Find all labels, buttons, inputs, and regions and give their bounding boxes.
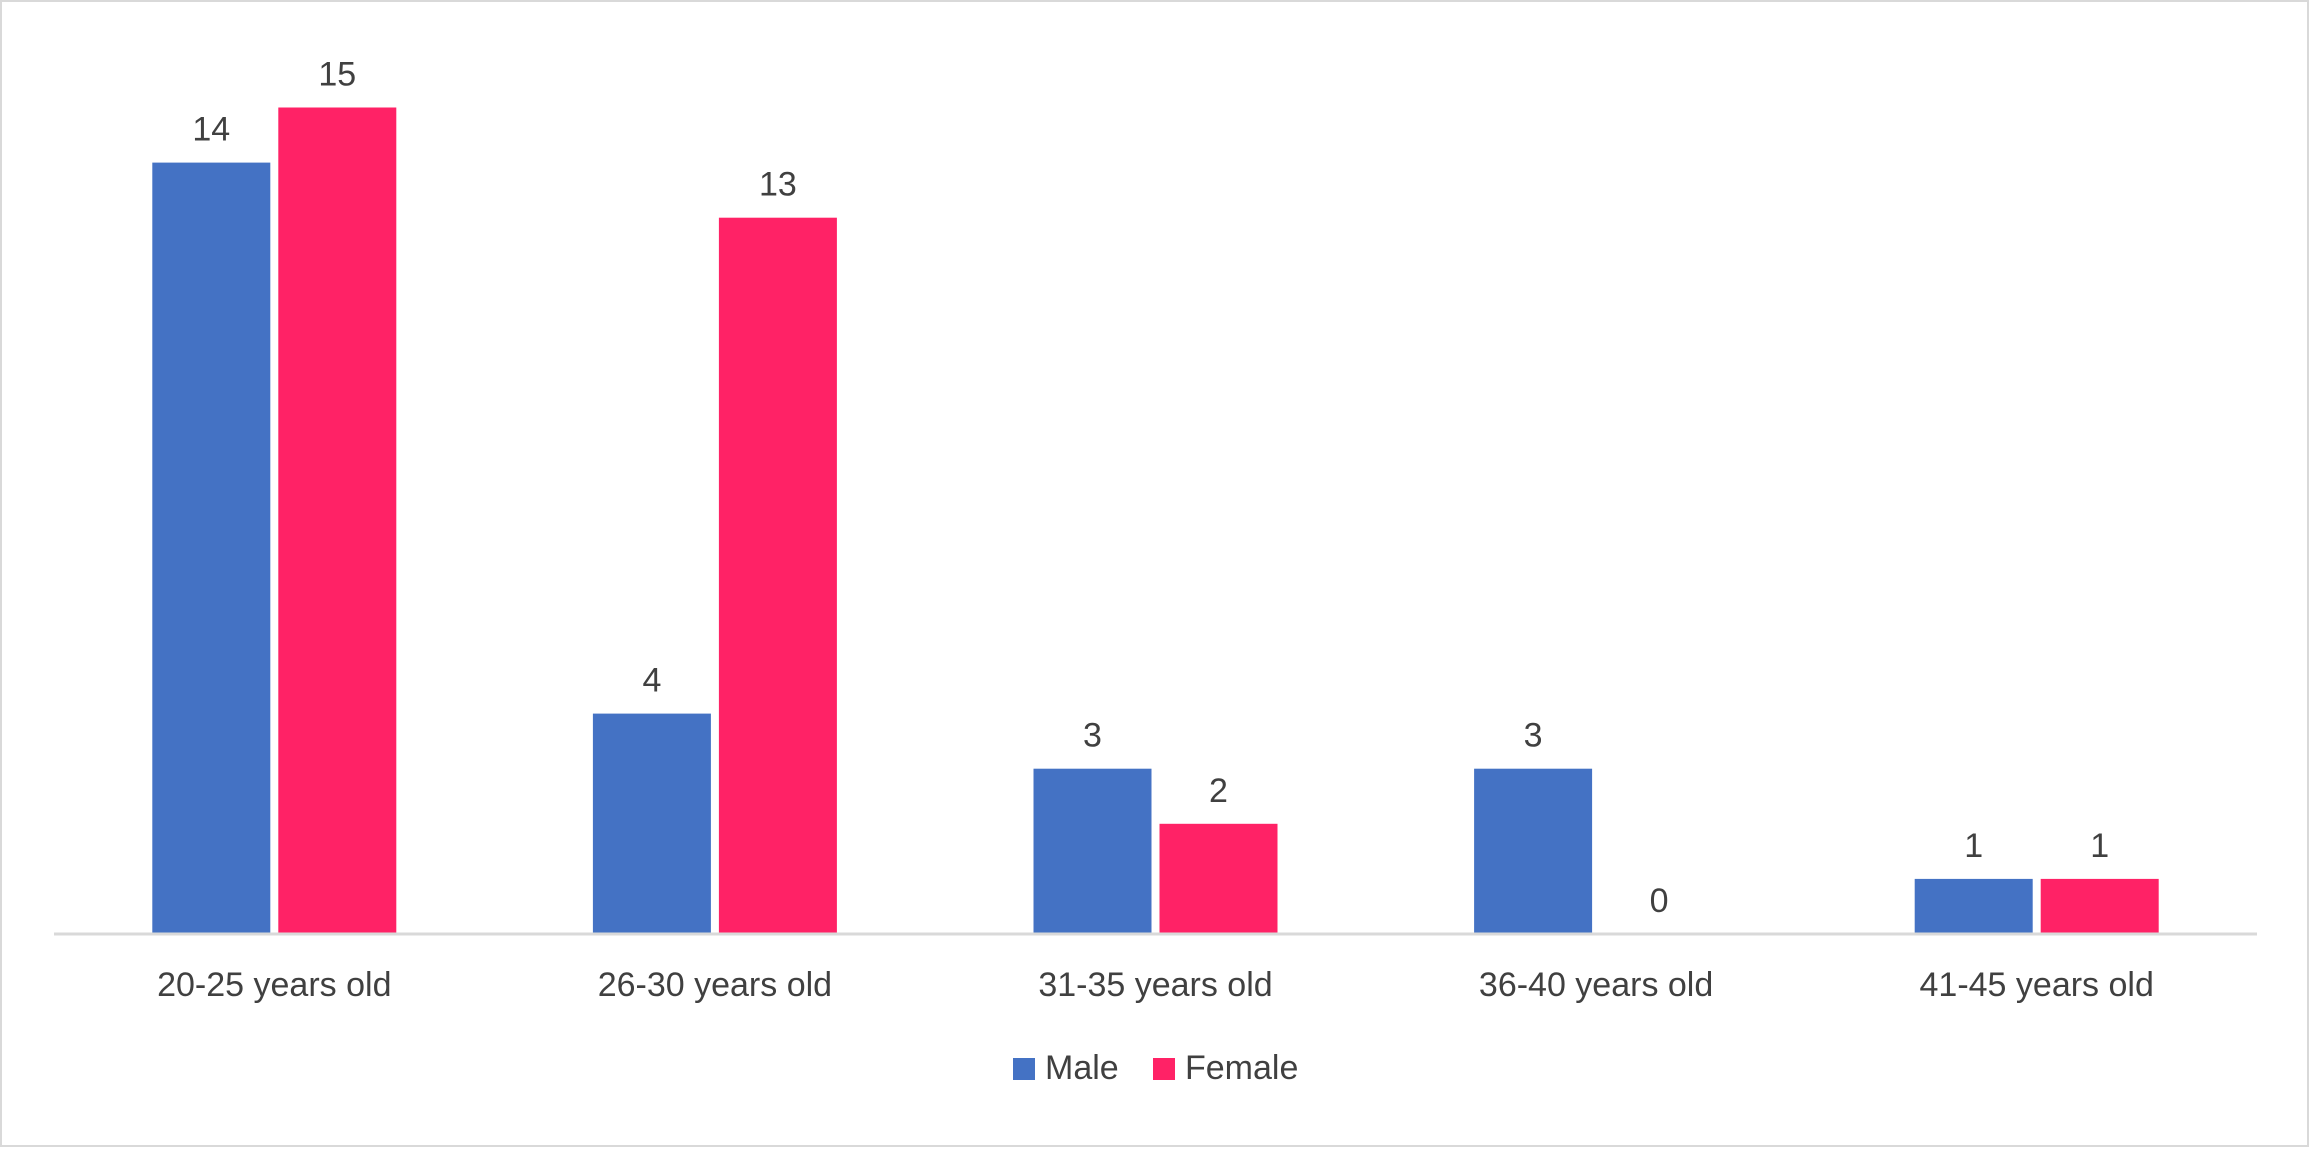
data-label-female-5: 1 [2090, 827, 2109, 865]
legend-swatch-female [1153, 1058, 1175, 1080]
data-label-male-5: 1 [1964, 827, 1983, 865]
data-label-female-1: 15 [318, 56, 356, 94]
bar-male-1 [152, 162, 271, 935]
bar-female-3 [1159, 823, 1278, 934]
bar-male-3 [1033, 768, 1152, 934]
legend-swatch-male [1013, 1058, 1035, 1080]
x-tick-labels-group: 20-25 years old 26-30 years old 31-35 year… [157, 966, 2154, 1004]
data-label-female-3: 2 [1209, 772, 1228, 810]
bar-male-2 [592, 713, 711, 934]
x-tick-label: 31-35 years old [1038, 966, 1272, 1004]
x-tick-label: 36-40 years old [1479, 966, 1713, 1004]
legend: Male Female [1013, 1049, 1298, 1087]
x-tick-label: 41-45 years old [1920, 966, 2154, 1004]
legend-label-female: Female [1185, 1049, 1298, 1087]
bar-female-5 [2040, 878, 2159, 934]
legend-label-male: Male [1045, 1049, 1119, 1087]
data-label-male-2: 4 [642, 662, 661, 700]
data-labels-group: 14 15 4 13 3 2 3 0 1 1 [192, 56, 2109, 921]
x-tick-label: 26-30 years old [598, 966, 832, 1004]
data-label-male-1: 14 [192, 111, 230, 149]
data-label-female-2: 13 [759, 166, 797, 204]
x-tick-label: 20-25 years old [157, 966, 391, 1004]
data-label-male-4: 3 [1524, 717, 1543, 755]
bars-group [152, 107, 2159, 935]
bar-male-4 [1474, 768, 1593, 934]
bar-female-1 [278, 107, 397, 934]
bar-female-2 [718, 217, 837, 934]
bar-male-5 [1914, 878, 2033, 934]
data-label-male-3: 3 [1083, 717, 1102, 755]
data-label-female-4: 0 [1650, 882, 1669, 920]
